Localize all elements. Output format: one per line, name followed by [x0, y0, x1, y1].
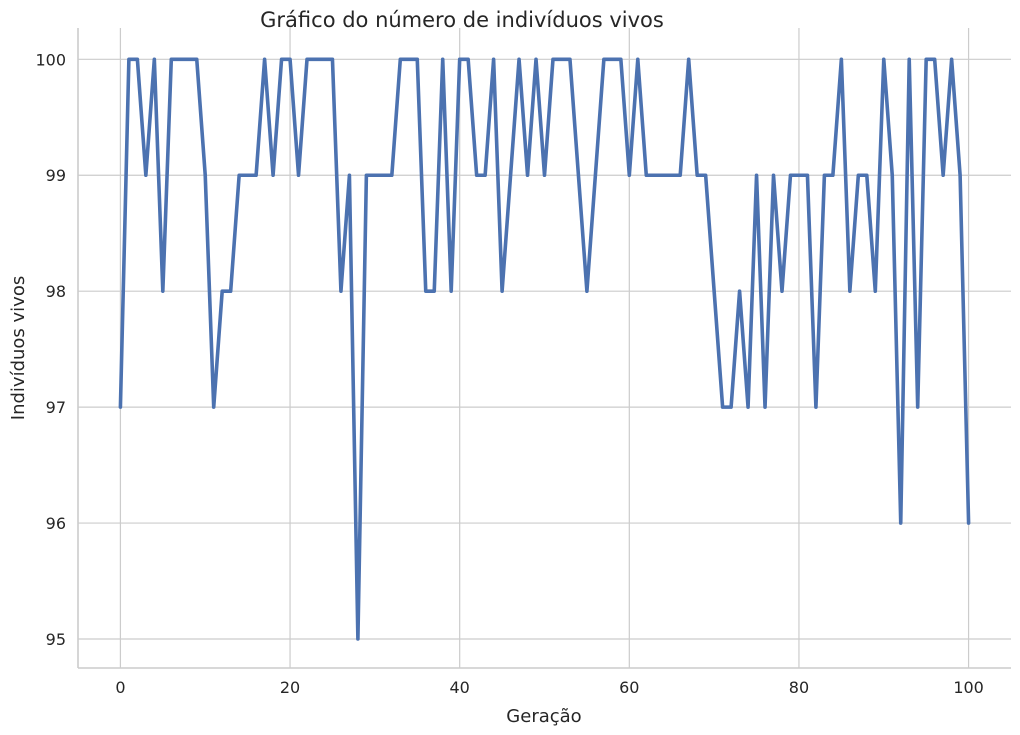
x-tick-label: 20: [280, 678, 300, 697]
x-axis-label: Geração: [506, 706, 581, 727]
x-tick-label: 40: [450, 678, 470, 697]
x-tick-labels: 0 20 40 60 80 100: [115, 678, 984, 697]
x-tick-label: 80: [789, 678, 809, 697]
y-tick-label: 99: [46, 166, 66, 185]
y-axis-label: Indivíduos vivos: [8, 276, 29, 420]
y-tick-label: 95: [46, 630, 66, 649]
y-gridlines: [78, 58, 1011, 640]
y-tick-labels: 95 96 97 98 99 100: [35, 50, 66, 649]
x-tick-label: 0: [115, 678, 125, 697]
x-gridlines: [119, 28, 970, 668]
x-tick-label: 100: [953, 678, 984, 697]
y-tick-label: 96: [46, 514, 66, 533]
x-tick-label: 60: [619, 678, 639, 697]
y-tick-label: 98: [46, 282, 66, 301]
y-tick-label: 100: [35, 50, 66, 69]
y-tick-label: 97: [46, 398, 66, 417]
chart-title: Gráfico do número de indivíduos vivos: [260, 8, 664, 32]
series-line: [118, 57, 971, 641]
